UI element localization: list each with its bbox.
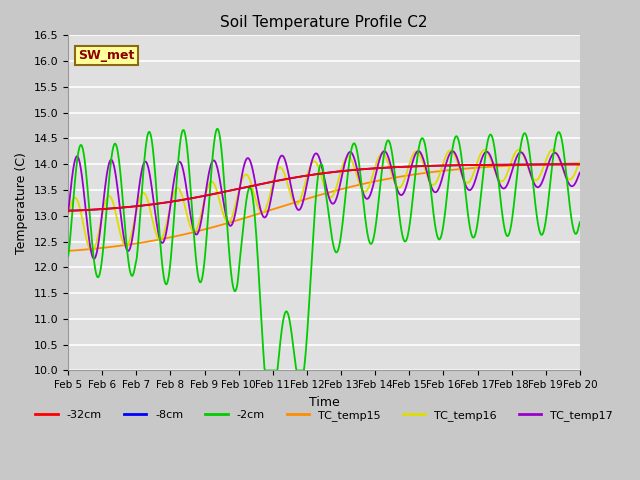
Title: Soil Temperature Profile C2: Soil Temperature Profile C2 — [220, 15, 428, 30]
Y-axis label: Temperature (C): Temperature (C) — [15, 152, 28, 254]
Text: SW_met: SW_met — [78, 49, 134, 62]
X-axis label: Time: Time — [308, 396, 339, 408]
Legend: -32cm, -8cm, -2cm, TC_temp15, TC_temp16, TC_temp17: -32cm, -8cm, -2cm, TC_temp15, TC_temp16,… — [31, 406, 617, 425]
